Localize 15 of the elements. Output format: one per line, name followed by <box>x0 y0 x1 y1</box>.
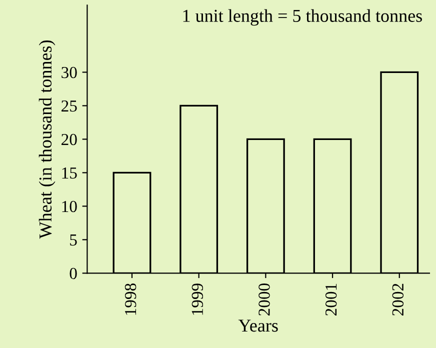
x-axis-title: Years <box>238 320 278 332</box>
x-tick-label: 1998 <box>124 284 136 315</box>
y-axis-title: Wheat (in thousand tonnes) <box>38 40 56 239</box>
x-tick-label: 1999 <box>192 284 204 315</box>
x-tick-label: 2000 <box>258 284 270 316</box>
y-tick-label: 5 <box>70 234 77 246</box>
y-tick-label: 15 <box>62 167 77 179</box>
y-tick-label: 0 <box>70 268 77 280</box>
y-tick-label: 10 <box>62 200 77 212</box>
y-tick-label: 25 <box>62 100 77 112</box>
x-tick-label: 2001 <box>325 284 337 316</box>
x-tick-label: 2002 <box>392 284 404 316</box>
y-tick-label: 20 <box>62 134 77 146</box>
annotation: 1 unit length = 5 thousand tonnes <box>183 9 422 26</box>
y-tick-label: 30 <box>62 66 77 78</box>
